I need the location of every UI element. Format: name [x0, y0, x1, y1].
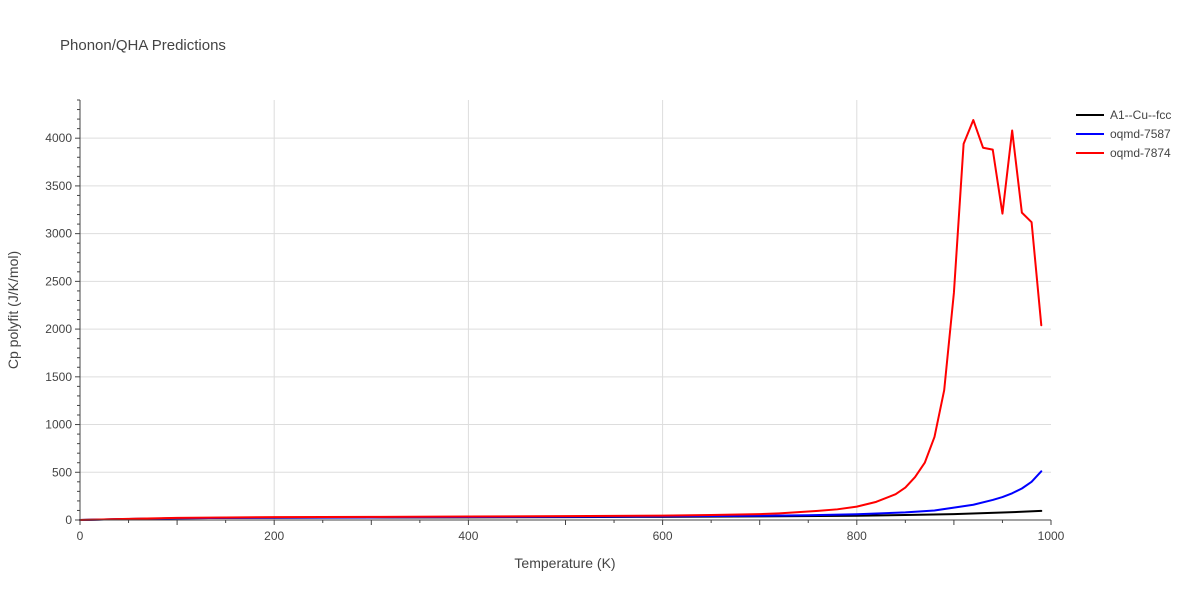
y-tick-label: 0 — [65, 513, 72, 527]
x-tick-label: 200 — [264, 529, 284, 543]
x-gridlines — [273, 100, 858, 520]
x-tick-label: 1000 — [1038, 529, 1065, 543]
x-minor-ticks — [79, 520, 1052, 525]
y-tick-label: 1500 — [45, 370, 72, 384]
legend-item[interactable]: A1--Cu--fcc — [1076, 108, 1171, 122]
x-axis-title: Temperature (K) — [514, 555, 615, 571]
x-tick-label: 600 — [653, 529, 673, 543]
x-tick-label: 800 — [847, 529, 867, 543]
y-tick-label: 2000 — [45, 322, 72, 336]
y-gridlines — [80, 137, 1051, 473]
y-tick-label: 2500 — [45, 274, 72, 288]
legend-item[interactable]: oqmd-7587 — [1076, 127, 1171, 141]
y-tick-label: 1000 — [45, 418, 72, 432]
chart-title: Phonon/QHA Predictions — [60, 37, 226, 54]
y-tick-label: 3000 — [45, 227, 72, 241]
y-axis-title: Cp polyfit (J/K/mol) — [5, 251, 21, 369]
x-tick-label: 0 — [77, 529, 84, 543]
y-tick-label: 4000 — [45, 131, 72, 145]
legend-label: A1--Cu--fcc — [1110, 108, 1171, 122]
series-lines — [79, 119, 1043, 521]
legend[interactable]: A1--Cu--fcc oqmd-7587 oqmd-7874 — [1076, 108, 1171, 160]
legend-item[interactable]: oqmd-7874 — [1076, 146, 1171, 160]
y-tick-label: 3500 — [45, 179, 72, 193]
y-minor-ticks — [75, 99, 80, 521]
series-line-oqmd-7874 — [79, 119, 1043, 521]
legend-label: oqmd-7587 — [1110, 127, 1171, 141]
x-tick-label: 400 — [458, 529, 478, 543]
y-tick-labels: 0 500 1000 1500 2000 2500 3000 3500 4000 — [45, 131, 72, 527]
series-line-oqmd-7587 — [79, 470, 1043, 521]
legend-label: oqmd-7874 — [1110, 146, 1171, 160]
x-tick-labels: 0 200 400 600 800 1000 — [77, 529, 1065, 543]
y-tick-label: 500 — [52, 465, 72, 479]
